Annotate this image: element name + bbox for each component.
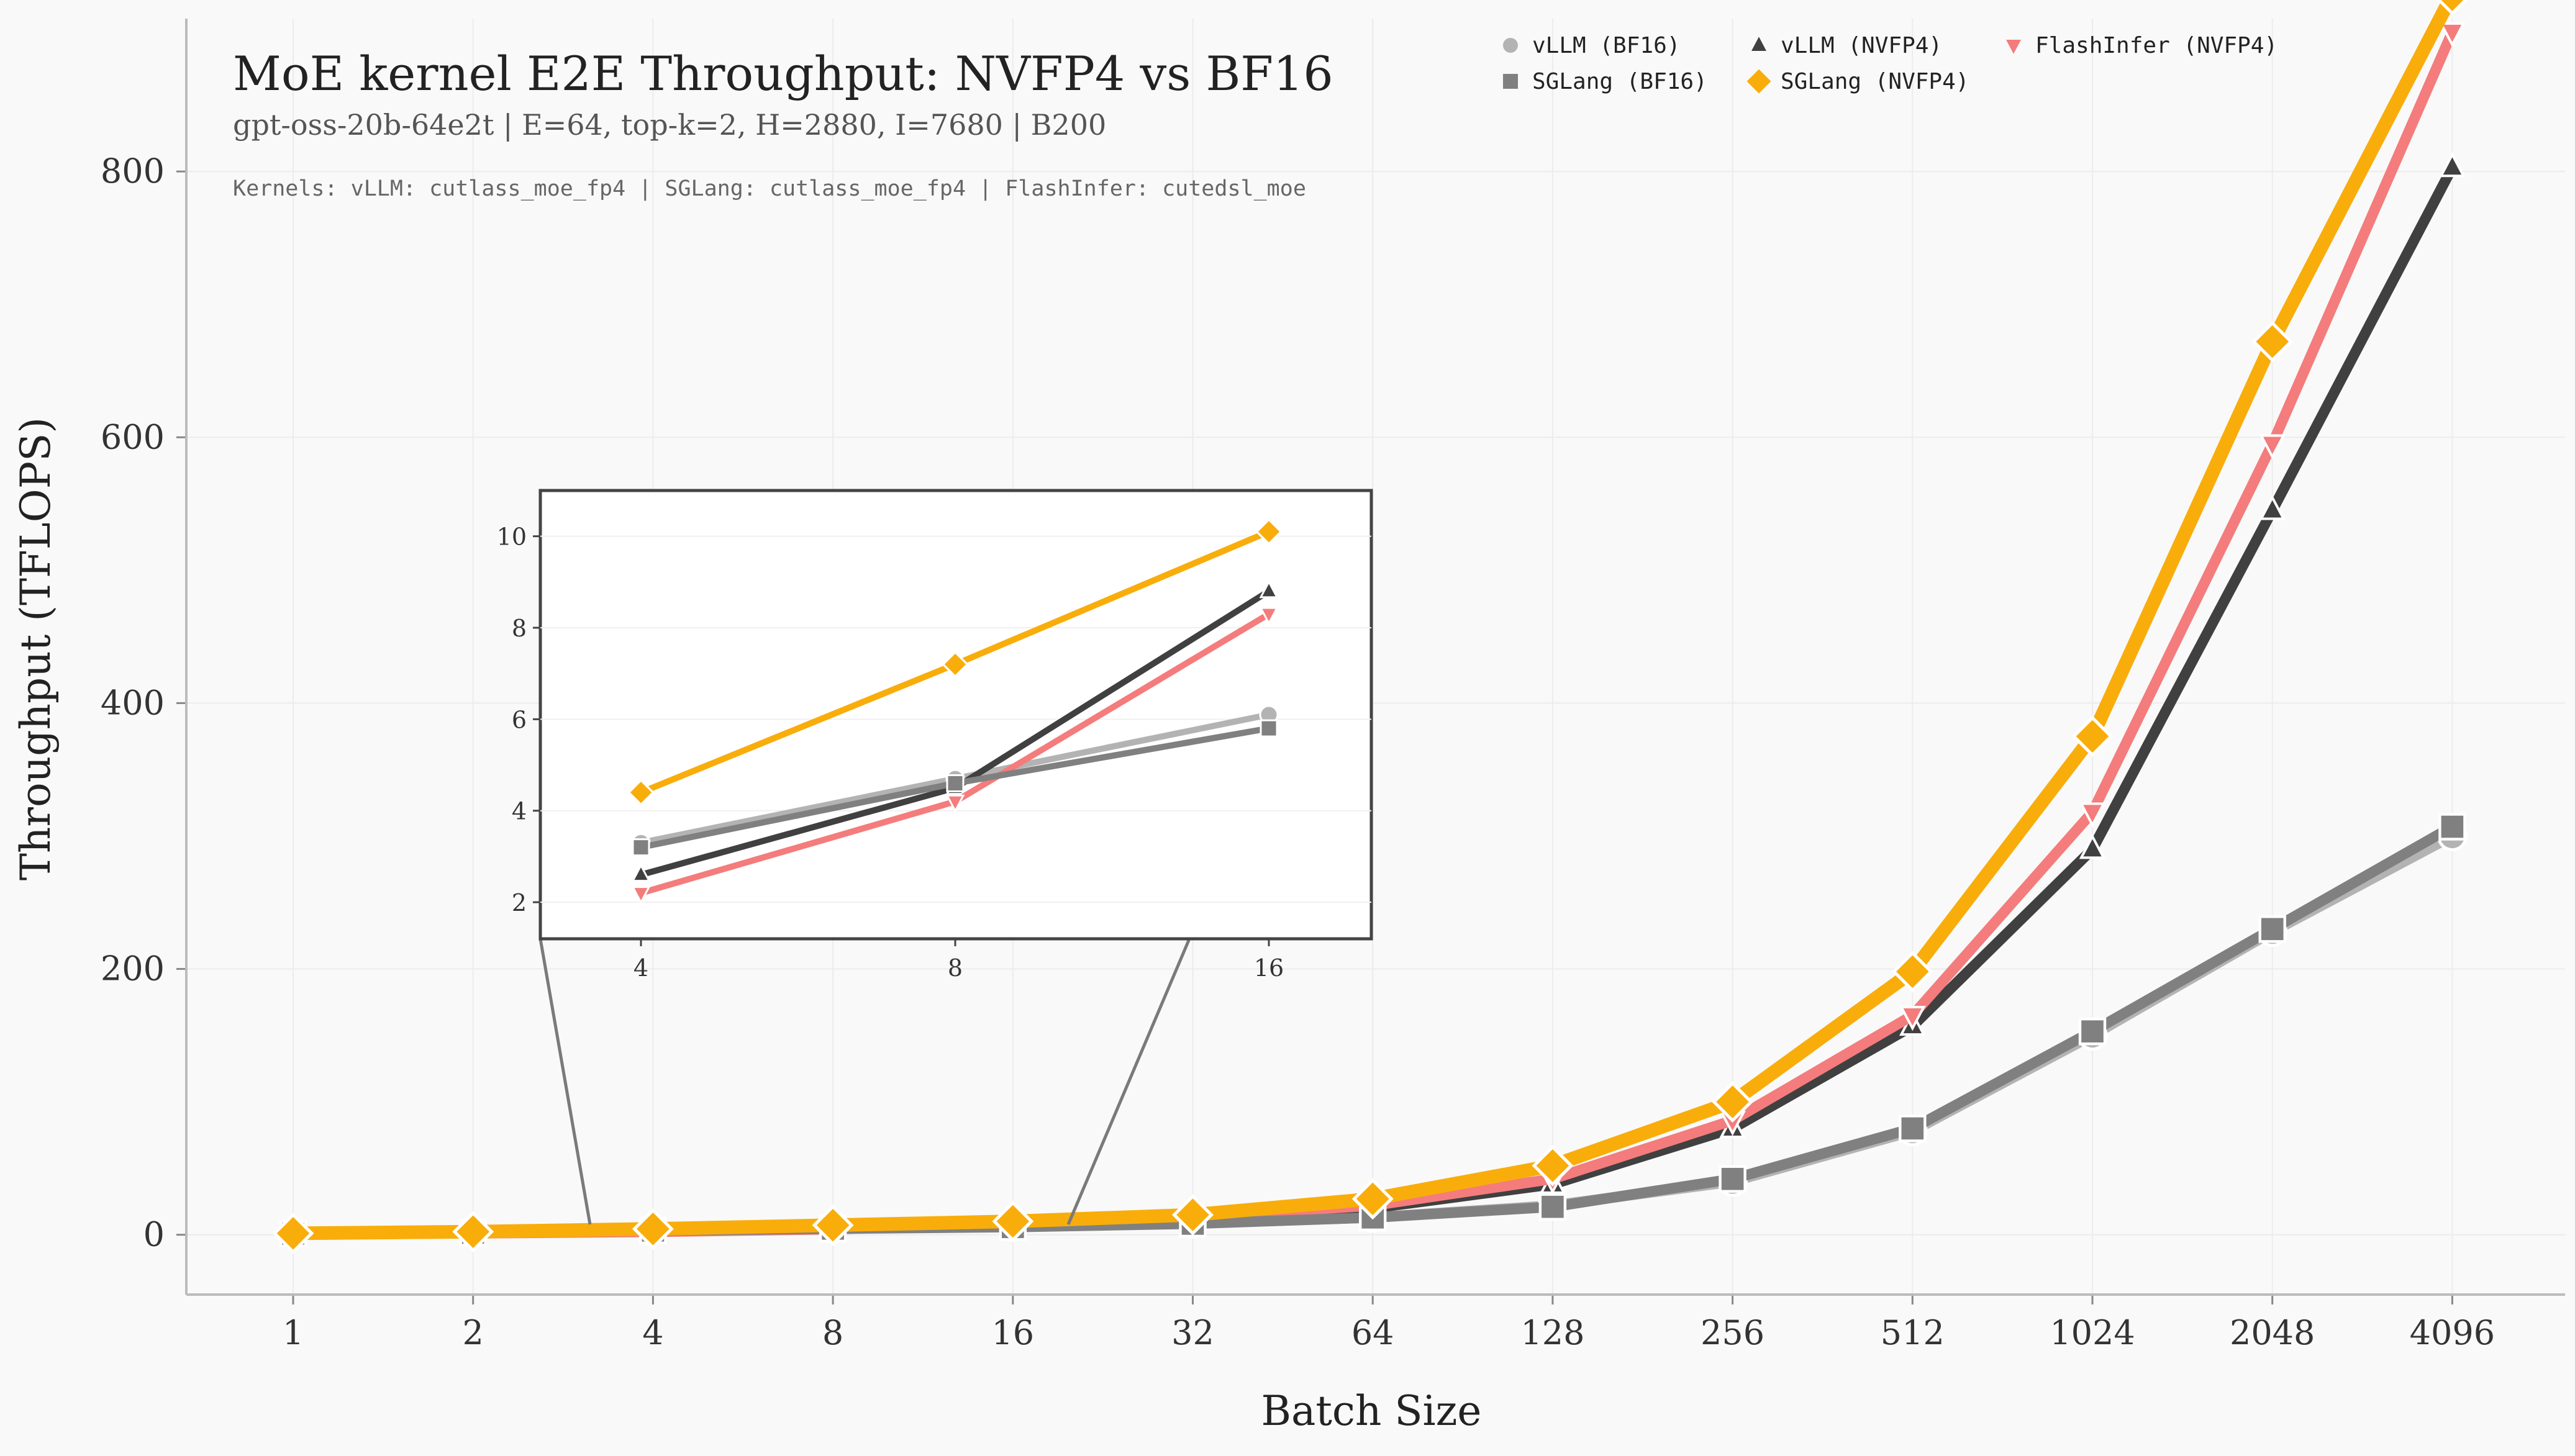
x-tick-label: 2 [463,1313,484,1352]
legend-label: SGLang (NVFP4) [1781,69,1969,94]
inset-zoom-panel: 2 4 6 8 10 4 8 16 [497,489,1373,982]
x-tick-label: 64 [1351,1313,1394,1352]
inset-data-point [945,794,965,813]
y-tick-label: 200 [101,949,165,988]
data-point [452,1211,494,1253]
x-tick-label: 8 [822,1313,843,1352]
data-point [2438,813,2466,841]
y-axis-label: Throughput (TFLOPS) [12,417,60,880]
inset-frame [538,489,1373,941]
inset-y-tick-label: 4 [512,798,527,825]
series-sglang-nvfp4 [272,0,2468,1254]
legend: vLLM (BF16) vLLM (NVFP4) FlashInfer (NVFP4… [1503,33,2278,94]
x-tick-label: 16 [991,1313,1034,1352]
chart-note: Kernels: vLLM: cutlass_moe_fp4 | SGLang:… [233,176,1306,201]
inset-data-point [946,774,965,793]
legend-entry-sglang-nvfp4: SGLang (NVFP4) [1746,69,1969,94]
legend-marker [1503,74,1518,89]
inset-x-tick-label: 16 [1254,954,1284,982]
legend-label: vLLM (NVFP4) [1781,33,1942,58]
inset-series-sglang-nvfp4 [627,518,1283,807]
inset-x-tick-label: 4 [634,954,648,982]
data-point [1899,1115,1927,1142]
data-point [812,1204,854,1246]
data-point [1172,1194,1214,1236]
inset-series-sglang-bf16 [632,719,1278,857]
data-point [2071,715,2114,757]
y-tick-label: 600 [101,417,165,456]
legend-label: FlashInfer (NVFP4) [2035,33,2278,58]
chart-subtitle: gpt-oss-20b-64e2t | E=64, top-k=2, H=288… [233,108,1106,142]
x-tick-label: 1024 [2050,1313,2135,1352]
inset-data-point [632,838,650,857]
connector-line [538,938,592,1225]
series-layer [272,0,2468,1254]
inset-data-point [1259,607,1279,626]
legend-marker [1751,37,1766,51]
legend-label: SGLang (BF16) [1532,69,1707,94]
x-tick-label: 4 [642,1313,663,1352]
inset-y-tick-label: 10 [497,523,527,551]
data-point [1891,951,1933,993]
inset-y-tick-label: 6 [512,706,527,733]
data-point [1532,1144,1574,1187]
data-point [1899,1005,1926,1031]
inset-y-tick-label: 2 [512,889,527,916]
data-point [2079,833,2106,859]
data-point [2439,22,2466,48]
data-point [1538,1193,1567,1221]
data-point [272,1212,314,1254]
y-tick-label: 800 [101,151,165,191]
data-point [632,1208,674,1250]
inset-data-point [1255,518,1283,546]
data-point [1719,1165,1746,1193]
y-tick-label: 0 [143,1215,165,1254]
x-tick-label: 256 [1701,1313,1764,1352]
legend-marker [1503,38,1518,53]
inset-data-point [631,863,651,882]
connector-line [1066,938,1191,1225]
x-tick-label: 32 [1171,1313,1214,1352]
data-point [2251,320,2294,363]
inset-data-point [627,779,655,807]
inset-connector-lines [538,938,1191,1225]
data-point [2259,434,2286,459]
legend-entry-flashinfer-nvfp4: FlashInfer (NVFP4) [2006,33,2278,58]
x-axis-label: Batch Size [1261,1387,1482,1435]
x-tick-label: 4096 [2410,1313,2495,1352]
legend-marker [1746,69,1771,94]
data-point [2258,915,2286,943]
inset-data-point [631,886,651,905]
y-tick-label: 400 [101,683,165,722]
x-tick-label: 128 [1520,1313,1584,1352]
legend-entry-sglang-bf16: SGLang (BF16) [1503,69,1707,94]
data-point [2078,1017,2107,1046]
inset-data-point [1260,719,1278,738]
data-point [2259,495,2286,520]
data-point [2439,151,2466,178]
data-point [1712,1081,1754,1123]
inset-y-tick-label: 8 [512,615,527,642]
legend-entry-vllm-nvfp4: vLLM (NVFP4) [1751,33,1942,58]
data-point [992,1200,1034,1242]
x-tick-label: 1 [283,1313,304,1352]
data-point [2079,802,2106,828]
legend-label: vLLM (BF16) [1532,33,1680,58]
axes: 1 2 4 8 16 32 64 128 256 512 1024 2048 4096020040060… [101,19,2565,1352]
x-tick-label: 512 [1881,1313,1945,1352]
data-point [2436,0,2468,16]
legend-entry-vllm-bf16: vLLM (BF16) [1503,33,1680,58]
chart-title: MoE kernel E2E Throughput: NVFP4 vs BF16 [233,46,1333,101]
inset-data-point [1259,579,1279,599]
legend-marker [2006,40,2021,54]
inset-data-point [942,651,969,678]
data-point [1351,1178,1394,1220]
x-tick-label: 2048 [2230,1313,2315,1352]
inset-x-tick-label: 8 [948,954,963,982]
inset-series-flashinfer-nvfp4 [631,607,1279,905]
